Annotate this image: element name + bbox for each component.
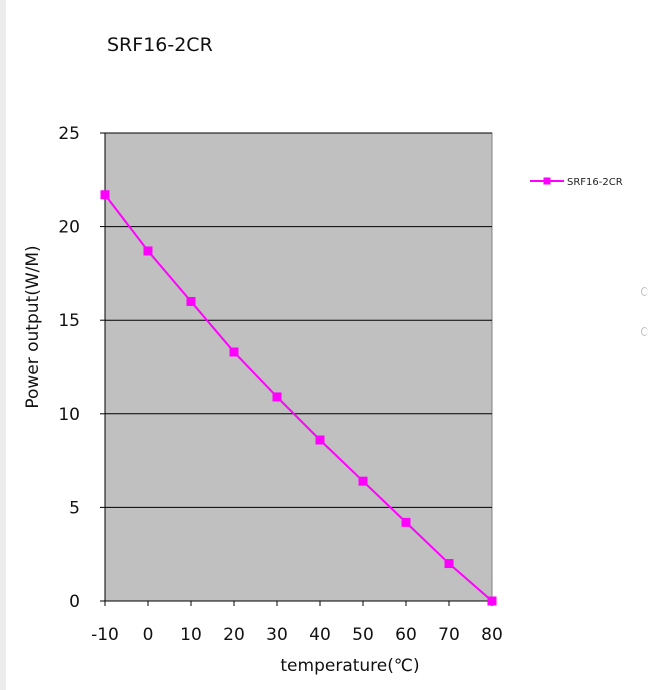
x-tick-label: 40 xyxy=(309,625,331,645)
data-point xyxy=(401,517,411,527)
y-axis-title: Power output(W/M) xyxy=(23,245,43,408)
y-tick-label: 25 xyxy=(58,124,80,144)
edge-mark xyxy=(641,327,648,336)
data-point xyxy=(358,476,368,486)
left-border-strip xyxy=(0,0,6,690)
data-point xyxy=(444,559,454,569)
x-tick-label: 60 xyxy=(395,625,417,645)
x-tick-label: 30 xyxy=(266,625,288,645)
data-point xyxy=(186,296,196,306)
legend-marker xyxy=(543,177,551,185)
y-tick-label: 20 xyxy=(58,218,80,238)
x-tick-label: 70 xyxy=(438,625,460,645)
y-tick-label: 15 xyxy=(58,311,80,331)
x-tick-label: 0 xyxy=(143,625,154,645)
x-tick-label: 20 xyxy=(223,625,245,645)
y-tick-label: 10 xyxy=(58,405,80,425)
x-tick-label: 10 xyxy=(180,625,202,645)
legend: SRF16-2CR xyxy=(530,177,623,188)
y-tick-label: 5 xyxy=(69,498,80,518)
x-tick-label: -10 xyxy=(91,625,119,645)
data-point xyxy=(315,435,325,445)
data-point xyxy=(487,596,497,606)
data-point xyxy=(229,347,239,357)
legend-label: SRF16-2CR xyxy=(567,177,623,188)
y-tick-label: 0 xyxy=(69,592,80,612)
chart-title: SRF16-2CR xyxy=(107,34,213,56)
x-axis-title: temperature(℃) xyxy=(280,656,419,676)
x-tick-label: 50 xyxy=(352,625,374,645)
x-tick-label: 80 xyxy=(481,625,503,645)
plot-area xyxy=(104,132,493,602)
edge-mark xyxy=(641,287,648,296)
data-point xyxy=(100,190,110,200)
data-point xyxy=(143,246,153,256)
data-point xyxy=(272,392,282,402)
series-line xyxy=(104,194,493,602)
